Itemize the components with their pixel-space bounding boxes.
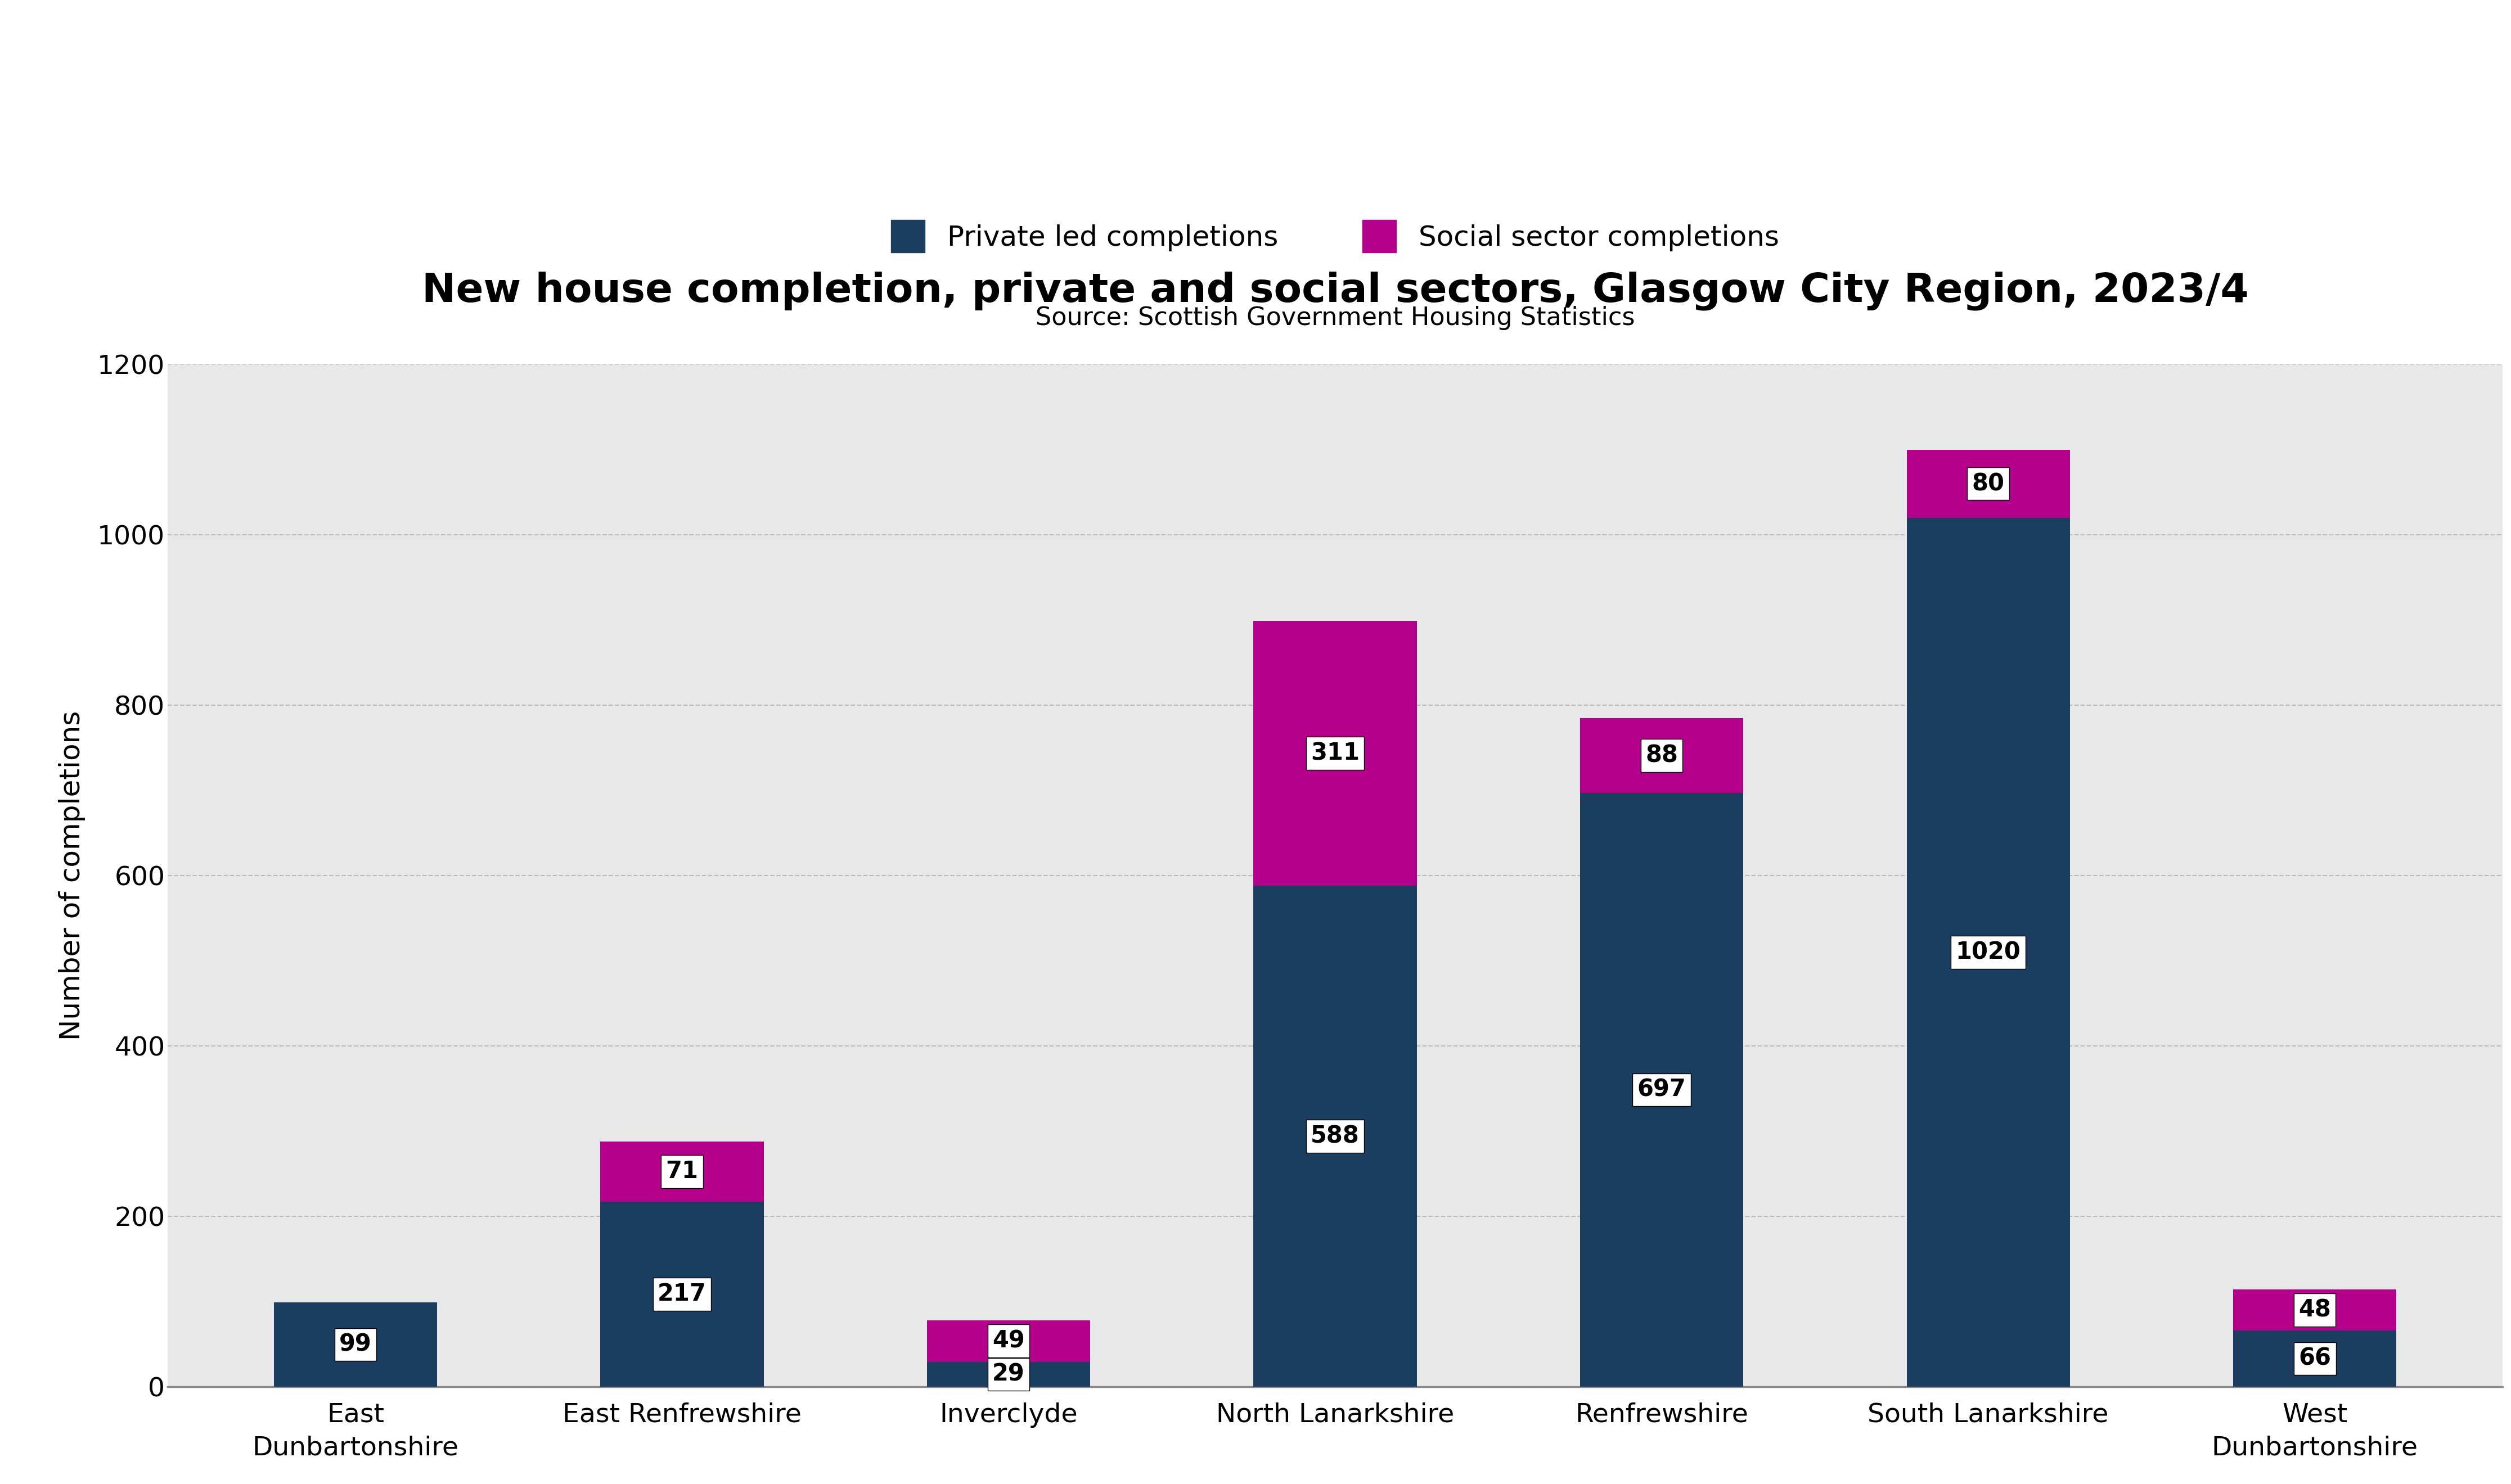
Text: 99: 99 (339, 1333, 372, 1356)
Bar (1253, 886, 1416, 1386)
Bar (2232, 1330, 2395, 1386)
Y-axis label: Number of completions: Number of completions (58, 711, 85, 1040)
Text: 80: 80 (1971, 472, 2004, 496)
Text: 217: 217 (658, 1282, 706, 1306)
Text: 49: 49 (992, 1330, 1024, 1353)
Text: 71: 71 (665, 1159, 698, 1183)
Text: 29: 29 (992, 1362, 1024, 1386)
Text: 48: 48 (2298, 1298, 2330, 1322)
Bar (927, 1362, 1090, 1386)
Bar (1579, 718, 1743, 792)
Text: Source: Scottish Government Housing Statistics: Source: Scottish Government Housing Stat… (1035, 306, 1635, 329)
Bar (600, 1141, 763, 1202)
Text: 66: 66 (2298, 1346, 2330, 1370)
Text: 588: 588 (1311, 1125, 1358, 1149)
Bar (1906, 450, 2069, 518)
Bar (1253, 620, 1416, 886)
Text: 88: 88 (1645, 743, 1677, 767)
Title: New house completion, private and social sectors, Glasgow City Region, 2023/4: New house completion, private and social… (422, 272, 2247, 310)
Bar (274, 1303, 437, 1386)
Bar (927, 1321, 1090, 1362)
Text: 697: 697 (1637, 1077, 1687, 1101)
Text: 311: 311 (1311, 742, 1358, 766)
Bar (600, 1202, 763, 1386)
Bar (2232, 1290, 2395, 1330)
Bar (1906, 518, 2069, 1386)
Legend: Private led completions, Social sector completions: Private led completions, Social sector c… (891, 220, 1780, 252)
Text: 1020: 1020 (1956, 941, 2021, 965)
Bar (1579, 792, 1743, 1386)
